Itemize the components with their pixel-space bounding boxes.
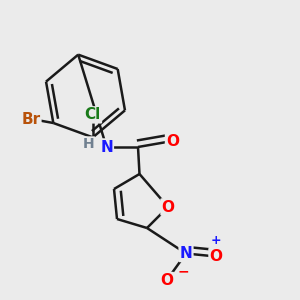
Text: N: N bbox=[100, 140, 113, 154]
Text: O: O bbox=[209, 249, 223, 264]
Text: Cl: Cl bbox=[85, 107, 101, 122]
Text: O: O bbox=[166, 134, 179, 148]
Text: Br: Br bbox=[21, 112, 40, 128]
Text: H: H bbox=[83, 137, 94, 151]
Text: O: O bbox=[161, 200, 175, 214]
Text: +: + bbox=[211, 233, 221, 247]
Text: O: O bbox=[160, 273, 173, 288]
Text: N: N bbox=[180, 246, 192, 261]
Text: −: − bbox=[177, 265, 189, 278]
